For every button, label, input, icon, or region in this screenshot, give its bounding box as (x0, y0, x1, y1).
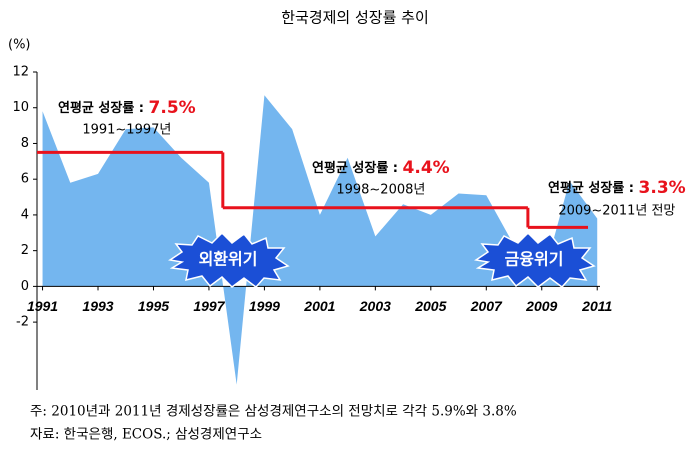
x-tick-label: 2001 (303, 298, 335, 314)
y-tick-label: 12 (12, 65, 29, 80)
x-tick-label: 2007 (470, 298, 503, 314)
event-label: 금융위기 (505, 250, 564, 269)
x-tick-label: 1999 (249, 298, 280, 314)
y-tick-label: 4 (21, 207, 29, 222)
event-label: 외환위기 (199, 250, 258, 269)
y-tick-label: 10 (12, 100, 29, 115)
event-badge: 외환위기 (168, 231, 290, 289)
y-tick-label: 2 (21, 243, 29, 258)
y-tick-label: 6 (21, 172, 29, 187)
average-label-text: 연평균 성장률 : (58, 100, 149, 116)
x-tick-label: 1997 (193, 298, 225, 314)
average-value: 3.3% (639, 178, 686, 198)
average-period: 1998~2008년 (336, 183, 425, 198)
average-label-text: 연평균 성장률 : (312, 160, 403, 176)
footnote: 주: 2010년과 2011년 경제성장률은 삼성경제연구소의 전망치로 각각 … (30, 404, 517, 420)
event-burst (474, 231, 596, 289)
average-period: 1991~1997년 (82, 123, 171, 138)
y-tick-label: -2 (16, 315, 29, 330)
x-tick-label: 1993 (82, 298, 113, 314)
average-label: 연평균 성장률 : 4.4% (312, 158, 450, 178)
average-value: 4.4% (403, 158, 450, 178)
chart-title: 한국경제의 성장률 추이 (281, 9, 429, 27)
y-tick-label: 8 (21, 136, 29, 151)
average-label: 연평균 성장률 : 7.5% (58, 98, 196, 118)
x-tick-label: 2005 (414, 298, 446, 314)
average-period: 2009~2011년 전망 (558, 204, 675, 219)
x-tick-label: 2009 (525, 298, 557, 314)
x-tick-label: 1995 (138, 298, 169, 314)
x-tick-label: 1991 (27, 298, 58, 314)
x-tick-label: 2011 (581, 298, 612, 314)
average-value: 7.5% (149, 98, 196, 118)
event-burst (168, 231, 290, 289)
average-label: 연평균 성장률 : 3.3% (548, 178, 686, 198)
event-badge: 금융위기 (474, 231, 596, 289)
y-tick-label: 0 (21, 279, 29, 294)
x-tick-label: 2003 (359, 298, 391, 314)
y-unit: (%) (8, 38, 31, 53)
area (42, 95, 598, 385)
average-label-text: 연평균 성장률 : (548, 180, 639, 196)
footnote: 자료: 한국은행, ECOS.; 삼성경제연구소 (30, 427, 262, 443)
